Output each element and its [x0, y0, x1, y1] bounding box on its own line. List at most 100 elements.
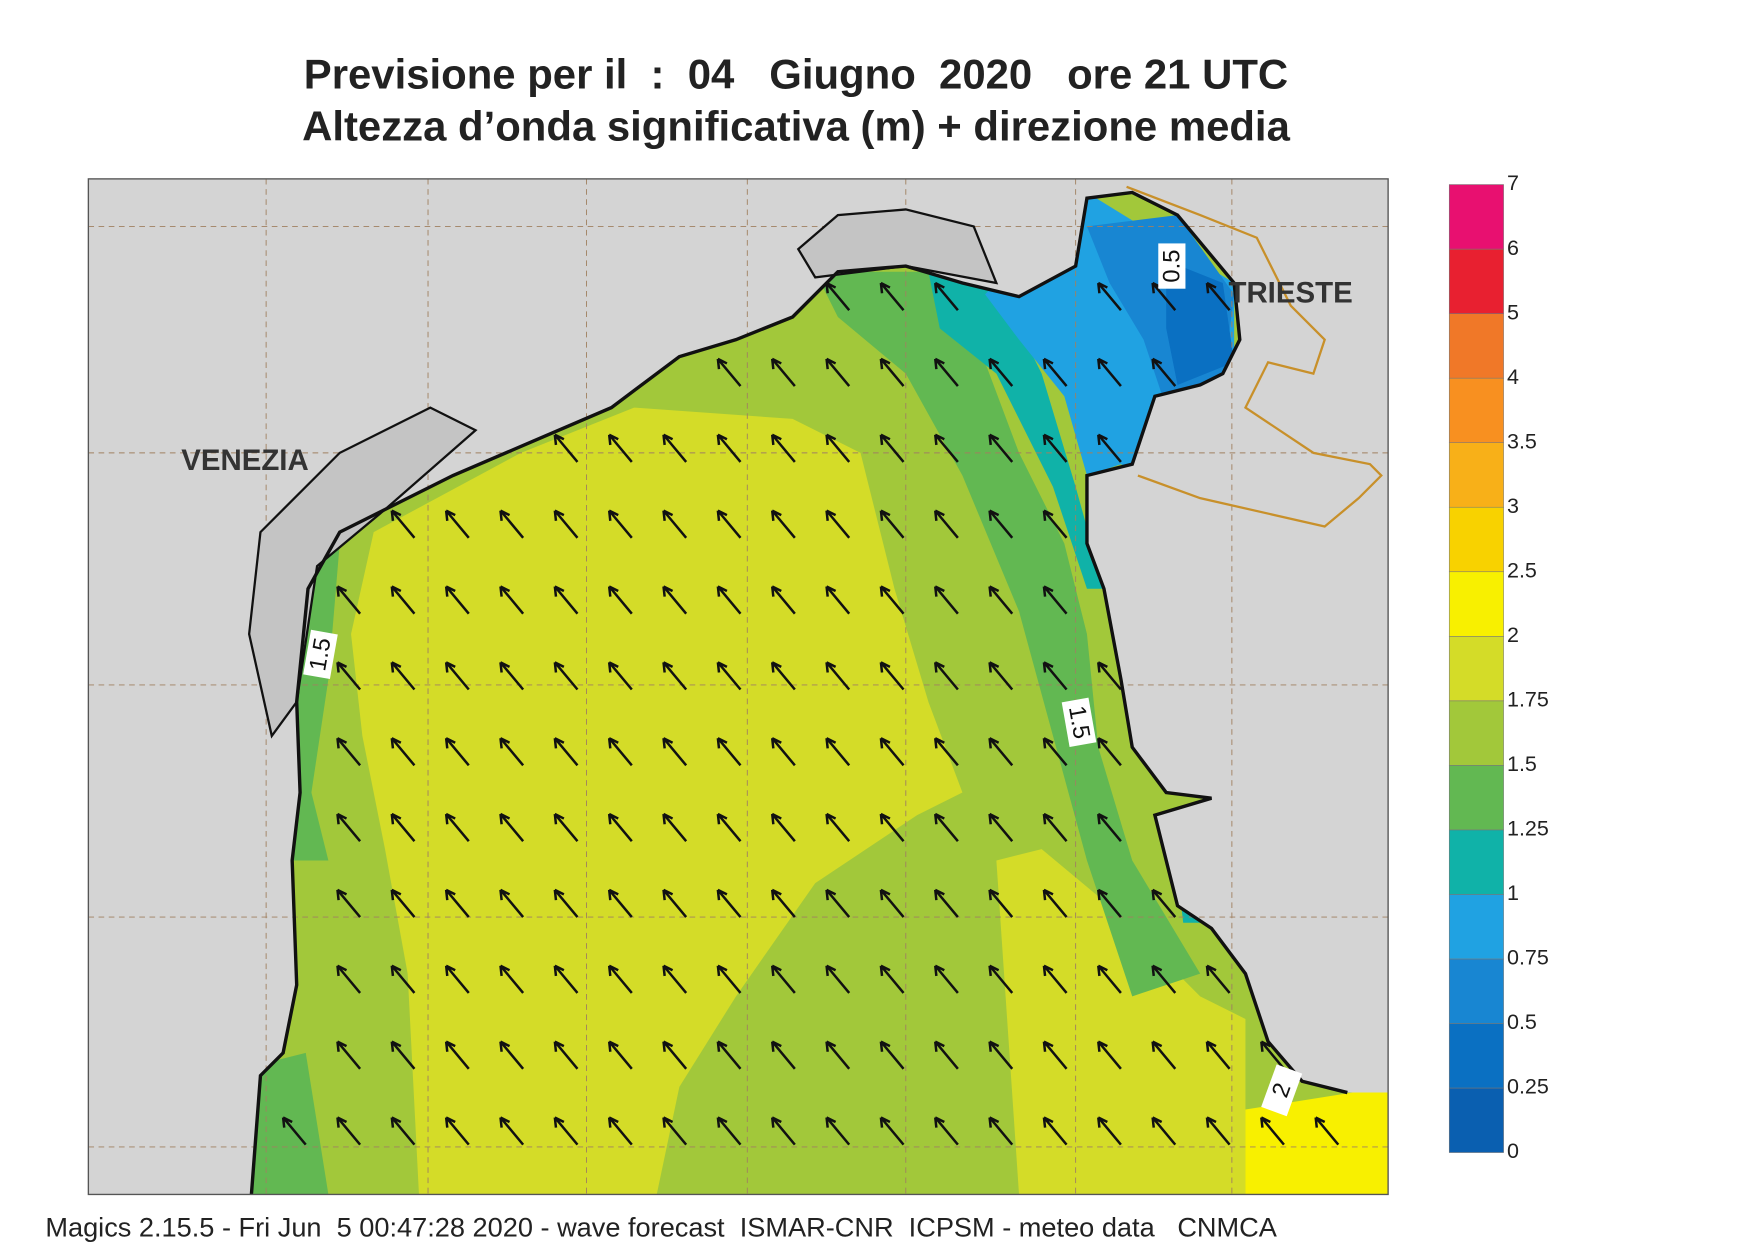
wave-direction-arrow [499, 585, 525, 615]
colorbar-segment [1448, 1087, 1504, 1153]
wave-direction-arrow [499, 888, 525, 918]
colorbar-segment [1448, 700, 1504, 766]
wave-direction-arrow [825, 812, 851, 843]
wave-direction-arrow [662, 812, 688, 843]
wave-direction-arrow [607, 964, 633, 994]
wave-direction-arrow [988, 964, 1014, 994]
wave-direction-arrow [1042, 433, 1068, 463]
wave-direction-arrow [770, 1040, 796, 1070]
wave-direction-arrow [607, 1040, 633, 1070]
wave-direction-arrow [934, 281, 959, 312]
contour-label-text: 1.5 [1063, 704, 1095, 741]
colorbar-segment [1448, 506, 1504, 573]
colorbar-segment [1448, 248, 1504, 314]
wave-direction-arrow [336, 585, 362, 615]
colorbar-tick-label: 6 [1507, 236, 1519, 260]
wave-direction-arrow [553, 964, 579, 994]
contour-label: 0.5 [1158, 243, 1186, 289]
wave-direction-arrow [553, 812, 579, 843]
wave-direction-arrow [553, 1116, 579, 1146]
wave-direction-arrow [553, 1040, 579, 1070]
wave-direction-arrow [770, 1116, 796, 1146]
wave-direction-arrow [336, 1040, 362, 1070]
wave-direction-arrow [444, 812, 470, 843]
wave-direction-arrow [499, 964, 525, 994]
colorbar-tick-label: 2 [1507, 623, 1519, 647]
wave-direction-arrow [716, 1116, 742, 1146]
wave-direction-arrow [934, 433, 959, 463]
wave-direction-arrow [1042, 585, 1068, 615]
colorbar-tick-label: 1.75 [1507, 688, 1549, 712]
wave-direction-arrow [988, 661, 1014, 691]
wave-direction-arrow [716, 509, 742, 539]
wave-direction-arrow [444, 737, 470, 767]
wave-direction-arrow [934, 1116, 959, 1146]
wave-direction-arrow [499, 661, 525, 691]
colorbar-segment [1448, 1023, 1504, 1089]
wave-direction-arrow [770, 357, 796, 387]
wave-direction-arrow [716, 737, 742, 767]
wave-direction-arrow [716, 964, 742, 994]
title: Previsione per il : 04 Giugno 2020 ore 2… [304, 50, 1288, 97]
wave-direction-arrow [553, 509, 579, 539]
wave-direction-arrow [1205, 1116, 1231, 1146]
wave-direction-arrow [444, 1116, 470, 1146]
wave-direction-arrow [607, 812, 633, 843]
colorbar-tick-label: 1.25 [1507, 817, 1549, 841]
wave-direction-arrow [825, 737, 851, 767]
colorbar-tick-label: 0 [1507, 1139, 1519, 1163]
wave-direction-arrow [662, 964, 688, 994]
wave-direction-arrow [770, 964, 796, 994]
wave-direction-arrow [607, 888, 633, 918]
wave-direction-arrow [662, 888, 688, 918]
wave-direction-arrow [1097, 433, 1122, 463]
wave-direction-arrow [770, 737, 796, 767]
contour-label-text: 0.5 [1158, 250, 1185, 283]
colorbar-tick-label: 3 [1507, 494, 1519, 518]
wave-direction-arrow [934, 357, 959, 387]
wave-direction-arrow [444, 661, 470, 691]
wave-direction-arrow [1151, 1116, 1177, 1146]
wave-direction-arrow [825, 281, 851, 312]
contour-label: 1.5 [303, 629, 338, 680]
contour-label-box [1158, 243, 1186, 289]
wave-direction-arrow [825, 964, 851, 994]
wave-direction-arrow [1205, 1040, 1231, 1070]
wave-direction-arrow [988, 1116, 1014, 1146]
colorbar-segment [1448, 313, 1504, 379]
wave-direction-arrow [499, 509, 525, 539]
wave-direction-arrow [716, 1040, 742, 1070]
wave-direction-arrow [879, 357, 905, 387]
wave-direction-arrow [716, 661, 742, 691]
wave-direction-arrow [444, 509, 470, 539]
wave-direction-arrow [390, 888, 416, 918]
coast-island [796, 208, 999, 285]
wave-direction-arrow [1097, 281, 1122, 312]
wave-direction-arrow [770, 509, 796, 539]
wave-direction-arrow [1314, 1116, 1340, 1146]
wave-direction-arrow [1151, 1040, 1177, 1070]
wave-direction-arrow [879, 1116, 905, 1146]
wave-direction-arrow [444, 1040, 470, 1070]
colorbar-tick-label: 4 [1507, 365, 1519, 389]
wave-direction-arrow [988, 433, 1014, 463]
wave-direction-arrow [607, 433, 633, 463]
colorbar-tick-label: 5 [1507, 300, 1519, 324]
wave-direction-arrow [716, 888, 742, 918]
wave-direction-arrow [662, 509, 688, 539]
wave-direction-arrow [1097, 661, 1122, 691]
wave-direction-arrow [988, 812, 1014, 843]
wave-direction-arrow [390, 661, 416, 691]
colorbar-tick-label: 3.5 [1507, 429, 1537, 453]
wave-direction-arrow [662, 585, 688, 615]
colorbar-tick-label: 0.25 [1507, 1075, 1549, 1099]
wave-direction-arrow [1097, 357, 1122, 387]
wave-direction-arrow [825, 357, 851, 387]
wave-direction-arrow [1042, 1116, 1068, 1146]
wave-direction-arrow [390, 1116, 416, 1146]
wave-direction-arrow [390, 964, 416, 994]
place-label: TRIESTE [1228, 276, 1352, 309]
wave-height-region [815, 271, 1201, 997]
footer: Magics 2.15.5 - Fri Jun 5 00:47:28 2020 … [45, 1211, 1277, 1242]
wave-direction-arrow [879, 281, 905, 312]
